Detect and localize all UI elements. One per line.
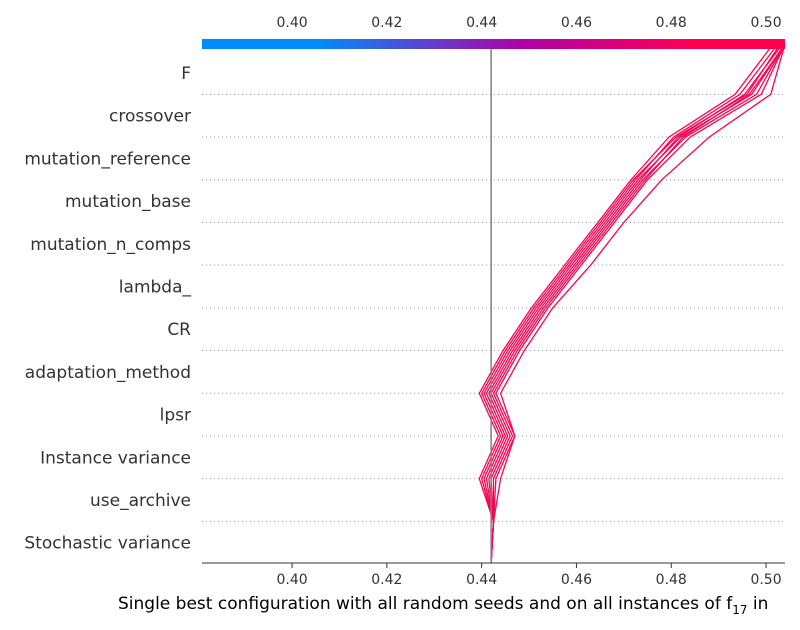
x-axis-ticks: 0.40 0.40 0.42 0.42 0.44 0.44 0.46 0.46 0.48 0.48… — [276, 15, 781, 588]
x-tick-label-top: 0.46 — [561, 15, 592, 31]
decision-line — [483, 43, 779, 564]
decision-line — [485, 43, 786, 564]
feature-label: lpsr — [160, 406, 191, 426]
x-tick-label-bottom: 0.46 — [561, 572, 592, 588]
decision-line — [478, 43, 774, 564]
x-tick-label-bottom: 0.50 — [750, 572, 781, 588]
decision-line — [488, 43, 784, 564]
decision-lines — [478, 43, 786, 564]
x-tick-label-bottom: 0.48 — [656, 572, 687, 588]
decision-line — [490, 43, 786, 564]
x-tick-label-bottom: 0.40 — [276, 572, 307, 588]
x-tick-label-top: 0.40 — [276, 15, 307, 31]
feature-label: crossover — [109, 107, 191, 127]
colorbar-gradient — [202, 39, 785, 49]
feature-label: adaptation_method — [25, 363, 191, 383]
feature-label: F — [181, 64, 191, 84]
x-tick-label-top: 0.48 — [656, 15, 687, 31]
decision-line — [480, 43, 781, 564]
feature-label: Stochastic variance — [24, 534, 191, 554]
feature-label: lambda_ — [119, 278, 192, 298]
x-tick-label-bottom: 0.44 — [466, 572, 497, 588]
x-axis-title-subscript: 17 — [732, 603, 747, 617]
x-axis-title-suffix: in — [747, 594, 768, 614]
x-tick-label-top: 0.50 — [750, 15, 781, 31]
x-axis-title-main: Single best configuration with all rando… — [118, 594, 733, 614]
x-tick-label-top: 0.42 — [371, 15, 402, 31]
x-tick-label-bottom: 0.42 — [371, 572, 402, 588]
decision-line — [490, 43, 786, 564]
feature-label: mutation_reference — [24, 149, 191, 169]
feature-label: mutation_base — [65, 192, 191, 212]
decision-line — [490, 43, 786, 564]
feature-label: Instance variance — [40, 448, 191, 468]
x-tick-label-top: 0.44 — [466, 15, 497, 31]
feature-label: mutation_n_comps — [30, 235, 191, 255]
feature-label: CR — [167, 320, 191, 340]
colorbar — [202, 39, 785, 49]
x-axis-title: Single best configuration with all rando… — [118, 594, 768, 617]
feature-label: use_archive — [90, 491, 191, 511]
